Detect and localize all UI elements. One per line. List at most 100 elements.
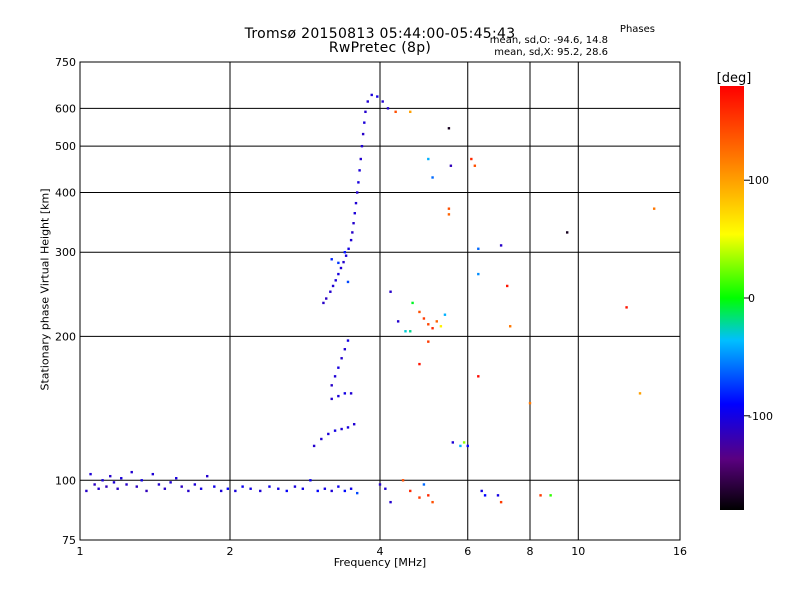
data-point xyxy=(340,357,343,360)
data-point xyxy=(381,100,384,103)
data-point xyxy=(451,441,455,444)
data-point xyxy=(342,260,345,264)
data-point xyxy=(325,297,328,300)
data-point xyxy=(352,423,356,426)
data-point xyxy=(249,487,252,490)
phase-stats-x: mean, sd,X: 95.2, 28.6 xyxy=(494,47,608,58)
data-point xyxy=(323,487,327,490)
data-point xyxy=(447,207,451,210)
data-point xyxy=(353,212,356,215)
data-point xyxy=(625,306,628,309)
data-points xyxy=(85,93,656,504)
data-point xyxy=(346,339,350,342)
data-point xyxy=(277,487,280,490)
data-point xyxy=(443,313,447,316)
data-point xyxy=(329,290,332,293)
data-point xyxy=(477,375,480,378)
data-point xyxy=(459,444,462,448)
data-point xyxy=(125,483,128,486)
data-point xyxy=(346,280,350,284)
data-point xyxy=(427,494,430,497)
data-point xyxy=(316,489,319,493)
data-point xyxy=(449,164,453,167)
y-tick-label: 750 xyxy=(55,56,76,69)
data-point xyxy=(333,429,337,432)
data-point xyxy=(505,284,509,288)
data-point xyxy=(205,474,209,478)
data-point xyxy=(226,487,230,490)
data-point xyxy=(422,483,426,486)
data-point xyxy=(337,485,340,488)
data-point xyxy=(343,392,347,395)
data-point xyxy=(652,207,656,210)
data-point xyxy=(366,100,369,103)
data-point xyxy=(175,477,178,480)
x-tick-label: 1 xyxy=(77,545,84,558)
data-point xyxy=(327,432,330,436)
data-point xyxy=(320,437,323,441)
data-point xyxy=(193,483,197,486)
data-point xyxy=(480,489,483,493)
data-point xyxy=(163,487,167,490)
data-point xyxy=(378,483,382,486)
data-point xyxy=(169,481,172,484)
data-point xyxy=(343,489,347,493)
data-point xyxy=(477,272,480,276)
data-point xyxy=(363,121,366,124)
data-point xyxy=(213,485,216,488)
data-point xyxy=(101,479,104,482)
data-point xyxy=(145,489,148,493)
data-point xyxy=(355,191,359,194)
data-point xyxy=(409,489,412,493)
data-point xyxy=(343,251,347,254)
x-tick-label: 2 xyxy=(227,545,234,558)
data-point xyxy=(349,238,353,242)
colorbar-tick-label: 100 xyxy=(748,174,769,187)
data-point xyxy=(349,392,353,395)
data-point xyxy=(351,231,354,234)
y-tick-label: 200 xyxy=(55,330,76,343)
data-point xyxy=(483,494,487,497)
data-point xyxy=(447,213,451,216)
data-point xyxy=(330,258,333,261)
data-point xyxy=(343,348,347,351)
data-point xyxy=(234,489,237,493)
data-point xyxy=(427,157,430,161)
colorbar-ticks: 100 0 -100 xyxy=(744,174,773,423)
data-point xyxy=(331,284,335,288)
data-point xyxy=(427,323,430,326)
data-point xyxy=(565,231,569,234)
data-point xyxy=(360,144,364,148)
data-point xyxy=(473,164,477,167)
data-point xyxy=(528,401,532,405)
axis-ticks: 1 2 4 6 8 10 16 75 100 200 300 400 500 600 750 xyxy=(55,56,687,558)
data-point xyxy=(293,485,297,488)
data-point xyxy=(496,494,500,497)
data-point xyxy=(358,169,361,172)
data-point xyxy=(364,110,367,114)
data-point xyxy=(135,485,138,488)
data-point xyxy=(349,487,353,490)
data-point xyxy=(322,301,325,305)
data-point xyxy=(241,485,244,488)
colorbar-tick-label: -100 xyxy=(748,410,773,423)
data-point xyxy=(549,494,552,497)
data-point xyxy=(359,157,362,161)
data-point xyxy=(130,470,133,474)
data-point xyxy=(259,489,262,493)
phase-stats-header: Phases xyxy=(619,24,655,35)
data-point xyxy=(394,110,397,114)
data-point xyxy=(370,93,373,97)
data-point xyxy=(337,394,340,398)
data-point xyxy=(499,244,503,247)
chart-title: Tromsø 20150813 05:44:00-05:45:43 xyxy=(244,26,516,42)
y-tick-label: 500 xyxy=(55,140,76,153)
data-point xyxy=(539,494,542,497)
data-point xyxy=(330,384,333,387)
y-tick-label: 300 xyxy=(55,246,76,259)
data-point xyxy=(352,222,355,225)
data-point xyxy=(157,483,161,486)
data-point xyxy=(411,301,414,305)
data-point xyxy=(389,500,392,504)
